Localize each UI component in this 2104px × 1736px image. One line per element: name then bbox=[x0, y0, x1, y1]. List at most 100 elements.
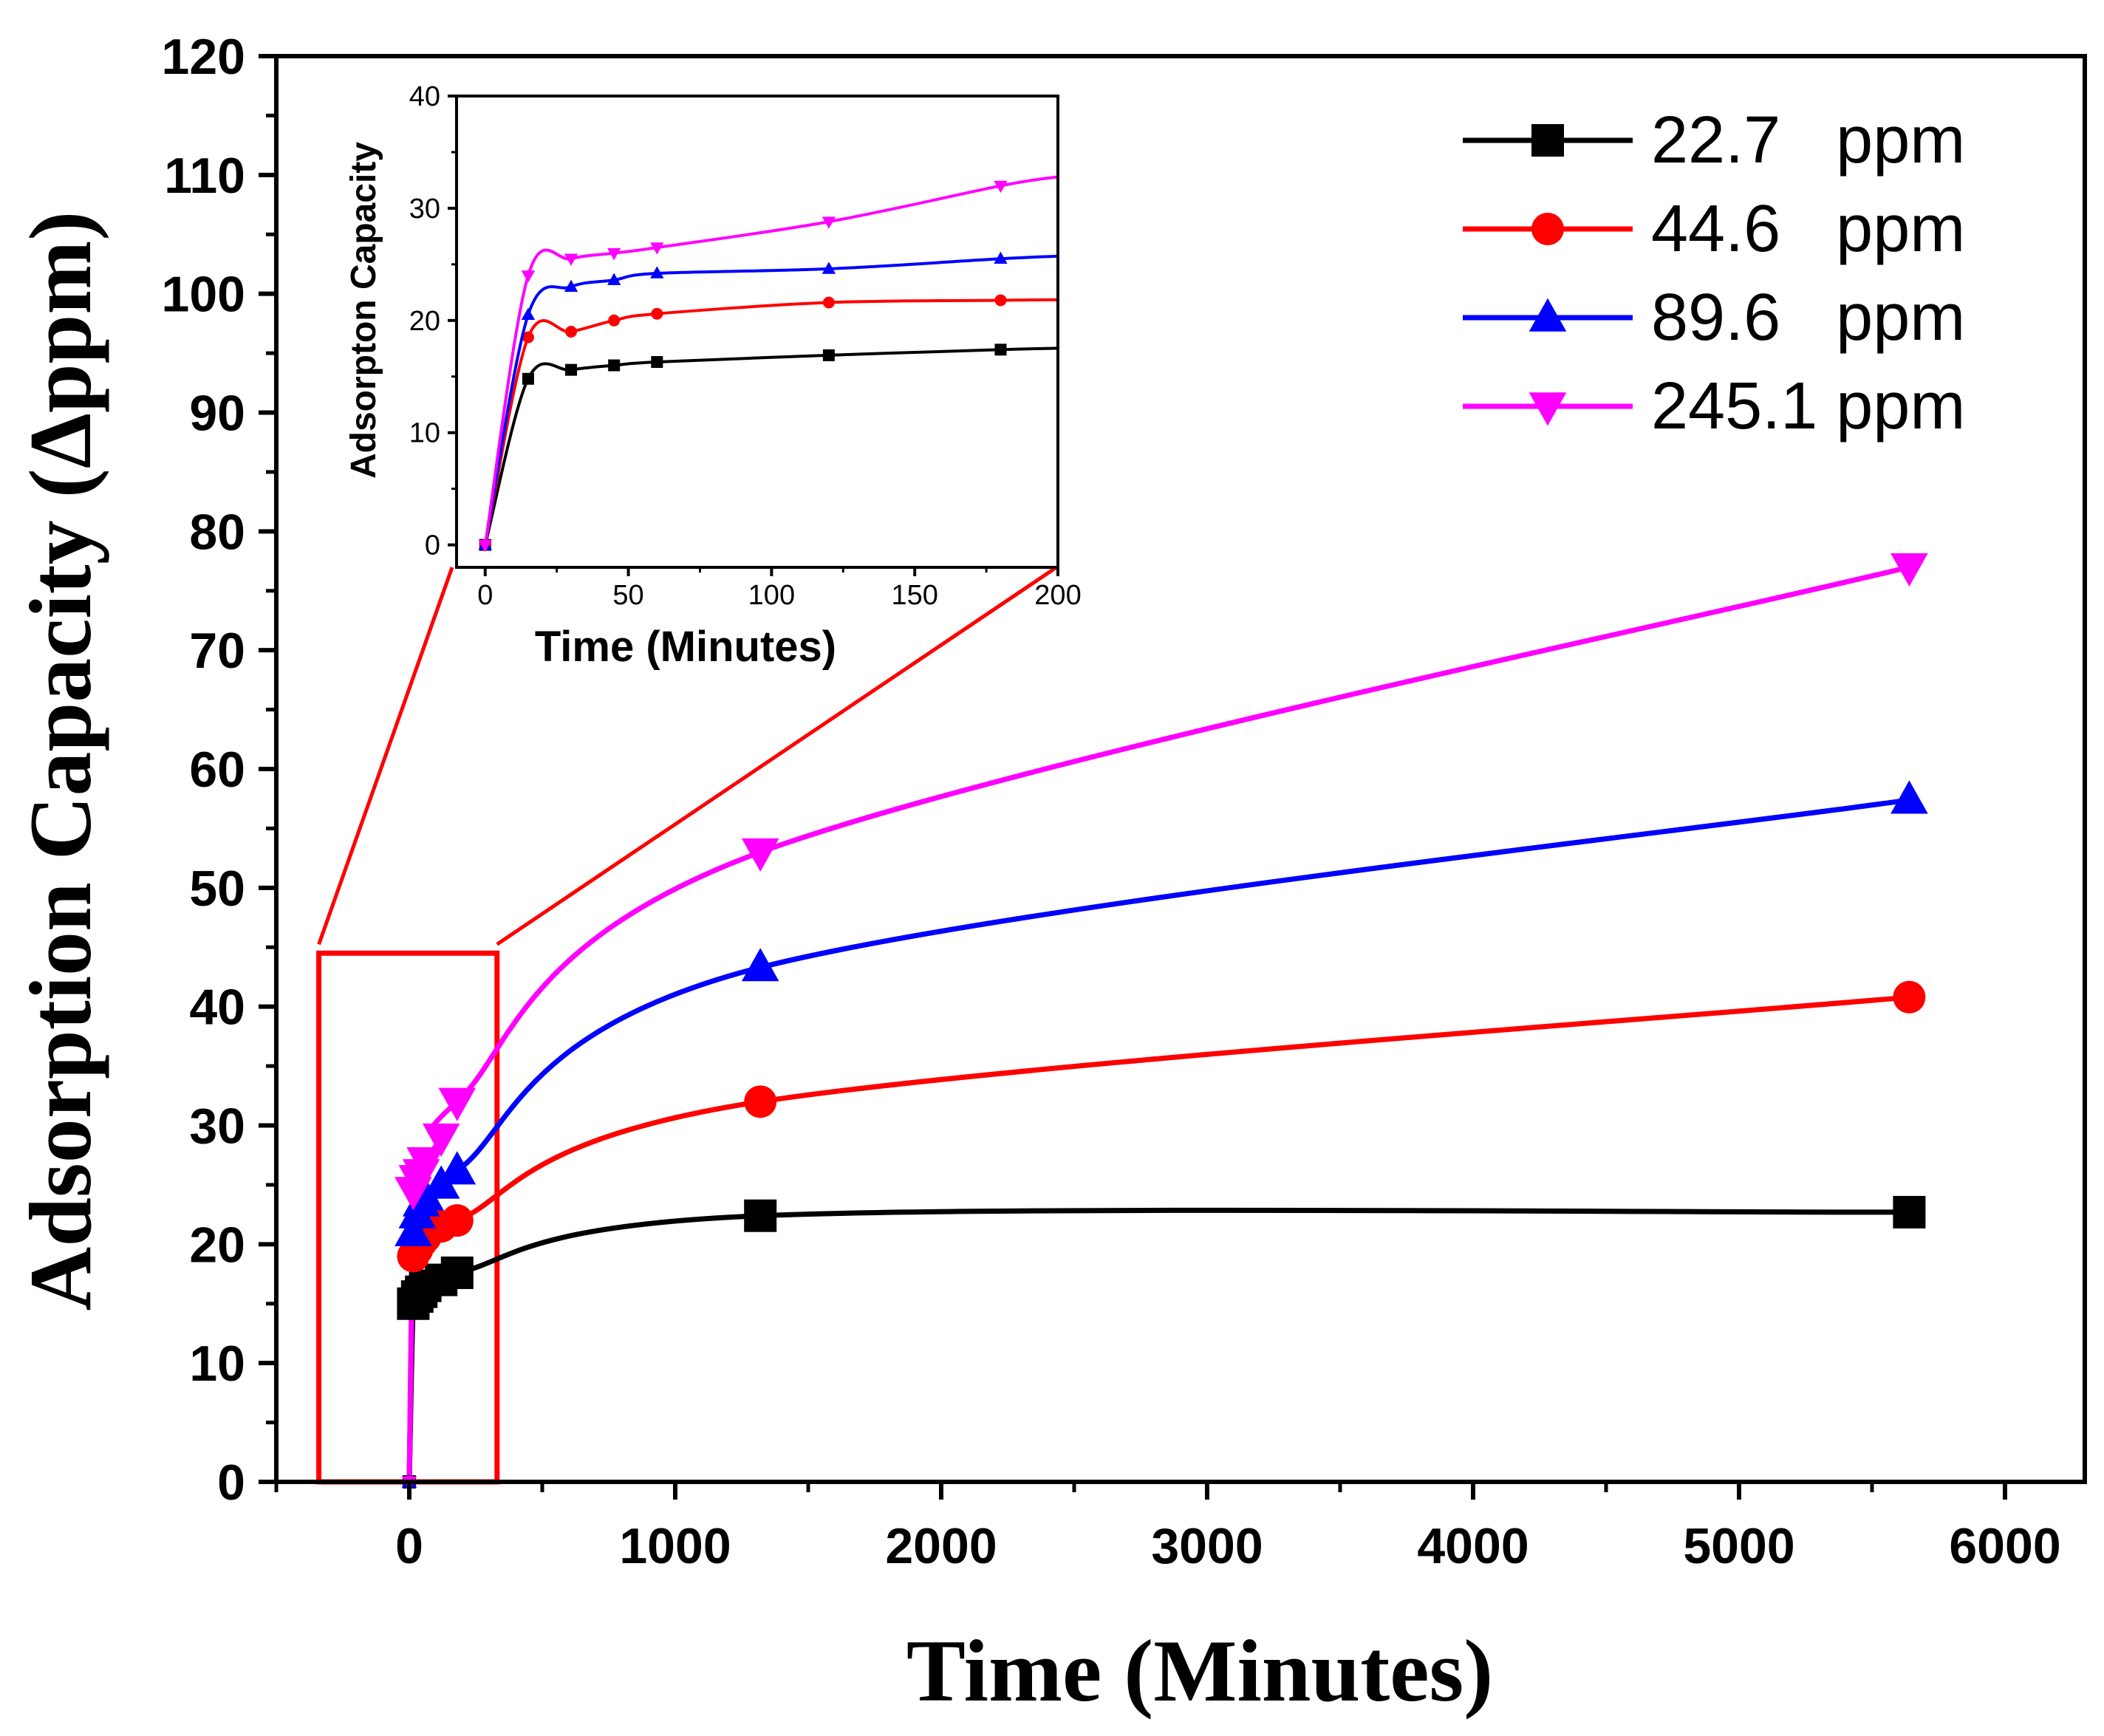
main-series-layer bbox=[394, 553, 1928, 1490]
inset-chart: 0 10 20 30 40 0 50 100 150 200 Time (Minutes) Ads… bbox=[344, 81, 1082, 671]
y-tick-label: 100 bbox=[162, 267, 245, 323]
inset-series-layer bbox=[478, 175, 1059, 553]
inset-y-axis-label: Adsorpton Capacity bbox=[344, 142, 383, 479]
y-tick-label: 0 bbox=[217, 1455, 245, 1511]
legend-label-1: 22.7 ppm bbox=[1651, 103, 1965, 177]
y-tick-label: 120 bbox=[162, 29, 245, 85]
y-tick-label: 80 bbox=[189, 504, 245, 560]
main-point-s3-1 bbox=[394, 1212, 432, 1246]
main-point-s1-7 bbox=[744, 1199, 777, 1232]
inset-point-s1-1 bbox=[522, 372, 534, 385]
inset-x-tick-label: 200 bbox=[1034, 580, 1081, 611]
inset-point-s3-2 bbox=[564, 279, 578, 293]
inset-point-s3-4 bbox=[650, 266, 664, 278]
x-tick-label: 2000 bbox=[885, 1518, 997, 1574]
inset-series-line-2 bbox=[483, 298, 1059, 546]
main-point-s1-6 bbox=[440, 1256, 474, 1289]
inset-point-s3-3 bbox=[607, 273, 621, 285]
main-point-s4-4 bbox=[406, 1147, 444, 1181]
y-axis-label: Adsorption Capacity (Δppm) bbox=[11, 211, 109, 1311]
inset-point-s4-4 bbox=[650, 242, 664, 255]
inset-x-tick-label: 50 bbox=[612, 580, 643, 611]
main-series-line-2 bbox=[406, 994, 1910, 1483]
zoom-connector-right bbox=[496, 565, 1058, 946]
inset-x-axis-label: Time (Minutes) bbox=[535, 623, 836, 671]
inset-point-s4-1 bbox=[521, 270, 536, 283]
main-point-s4-5 bbox=[422, 1123, 460, 1157]
main-point-s3-7 bbox=[741, 948, 779, 982]
main-point-s4-8 bbox=[1890, 553, 1928, 587]
inset-point-s2-6 bbox=[994, 294, 1007, 307]
y-tick-label: 20 bbox=[189, 1217, 245, 1273]
inset-point-s3-6 bbox=[994, 251, 1008, 264]
inset-point-s4-6 bbox=[994, 180, 1008, 194]
main-point-s2-6 bbox=[440, 1204, 474, 1237]
legend-label-4: 245.1 ppm bbox=[1651, 369, 1965, 443]
x-tick-label: 6000 bbox=[1949, 1518, 2060, 1574]
legend-label-2: 44.6 ppm bbox=[1651, 192, 1965, 266]
inset-axes: 0 10 20 30 40 0 50 100 150 200 bbox=[409, 81, 1082, 611]
inset-plot-frame bbox=[455, 95, 1059, 569]
x-tick-label: 1000 bbox=[619, 1518, 731, 1574]
main-point-s3-8 bbox=[1890, 780, 1928, 814]
main-point-s2-7 bbox=[744, 1085, 777, 1118]
inset-point-s2-3 bbox=[608, 314, 621, 327]
main-point-s3-6 bbox=[438, 1151, 477, 1185]
inset-point-s1-4 bbox=[651, 356, 663, 369]
inset-point-s2-2 bbox=[565, 326, 578, 338]
inset-point-s1-3 bbox=[608, 359, 621, 372]
inset-point-s4-3 bbox=[607, 247, 621, 261]
legend: 22.7 ppm 44.6 ppm 89.6 ppm 245.1 ppm bbox=[1463, 103, 1965, 443]
main-series-line-3 bbox=[406, 797, 1910, 1483]
inset-y-tick-label: 10 bbox=[409, 418, 440, 449]
x-tick-label: 0 bbox=[395, 1518, 423, 1574]
main-point-s4-7 bbox=[741, 838, 779, 872]
inset-point-s1-2 bbox=[565, 363, 578, 376]
legend-marker-3 bbox=[1529, 298, 1567, 332]
inset-y-tick-label: 20 bbox=[409, 306, 440, 337]
y-tick-label: 10 bbox=[189, 1336, 245, 1392]
inset-x-tick-label: 150 bbox=[891, 580, 937, 611]
inset-x-tick-label: 0 bbox=[477, 580, 493, 611]
main-series-line-1 bbox=[406, 1207, 1910, 1483]
inset-point-s2-5 bbox=[822, 296, 835, 309]
x-tick-label: 3000 bbox=[1151, 1518, 1263, 1574]
main-point-s4-6 bbox=[438, 1087, 477, 1121]
x-axis-label: Time (Minutes) bbox=[906, 1621, 1493, 1720]
inset-point-s2-4 bbox=[651, 307, 663, 320]
x-tick-label: 5000 bbox=[1683, 1518, 1794, 1574]
main-point-s1-8 bbox=[1893, 1195, 1926, 1228]
y-tick-label: 110 bbox=[164, 148, 245, 204]
inset-series-line-3 bbox=[483, 254, 1059, 545]
inset-y-tick-label: 30 bbox=[409, 194, 440, 225]
inset-y-tick-label: 0 bbox=[425, 530, 440, 561]
x-tick-label: 4000 bbox=[1417, 1518, 1529, 1574]
main-point-s2-8 bbox=[1893, 980, 1926, 1014]
inset-series-line-4 bbox=[483, 175, 1059, 545]
y-tick-label: 50 bbox=[189, 861, 245, 917]
inset-point-s1-6 bbox=[994, 344, 1007, 356]
inset-background bbox=[457, 96, 1059, 567]
inset-point-s4-2 bbox=[564, 253, 578, 266]
main-series-line-4 bbox=[406, 564, 1910, 1483]
inset-x-tick-label: 100 bbox=[748, 580, 795, 611]
inset-point-s2-1 bbox=[522, 331, 534, 344]
zoom-indicator bbox=[316, 565, 1058, 1485]
y-tick-label: 90 bbox=[189, 386, 245, 442]
inset-point-s3-5 bbox=[822, 262, 836, 274]
y-tick-label: 30 bbox=[189, 1098, 245, 1155]
legend-marker-2 bbox=[1531, 213, 1564, 245]
inset-point-s1-5 bbox=[822, 349, 835, 361]
y-tick-label: 70 bbox=[189, 623, 245, 679]
inset-y-tick-label: 40 bbox=[409, 81, 440, 112]
legend-label-3: 89.6 ppm bbox=[1651, 281, 1965, 355]
inset-point-s4-5 bbox=[822, 216, 836, 229]
legend-marker-1 bbox=[1531, 124, 1564, 157]
legend-marker-4 bbox=[1529, 392, 1567, 426]
inset-point-s4-0 bbox=[478, 539, 492, 553]
y-tick-label: 40 bbox=[189, 980, 245, 1036]
y-tick-label: 60 bbox=[189, 742, 245, 798]
